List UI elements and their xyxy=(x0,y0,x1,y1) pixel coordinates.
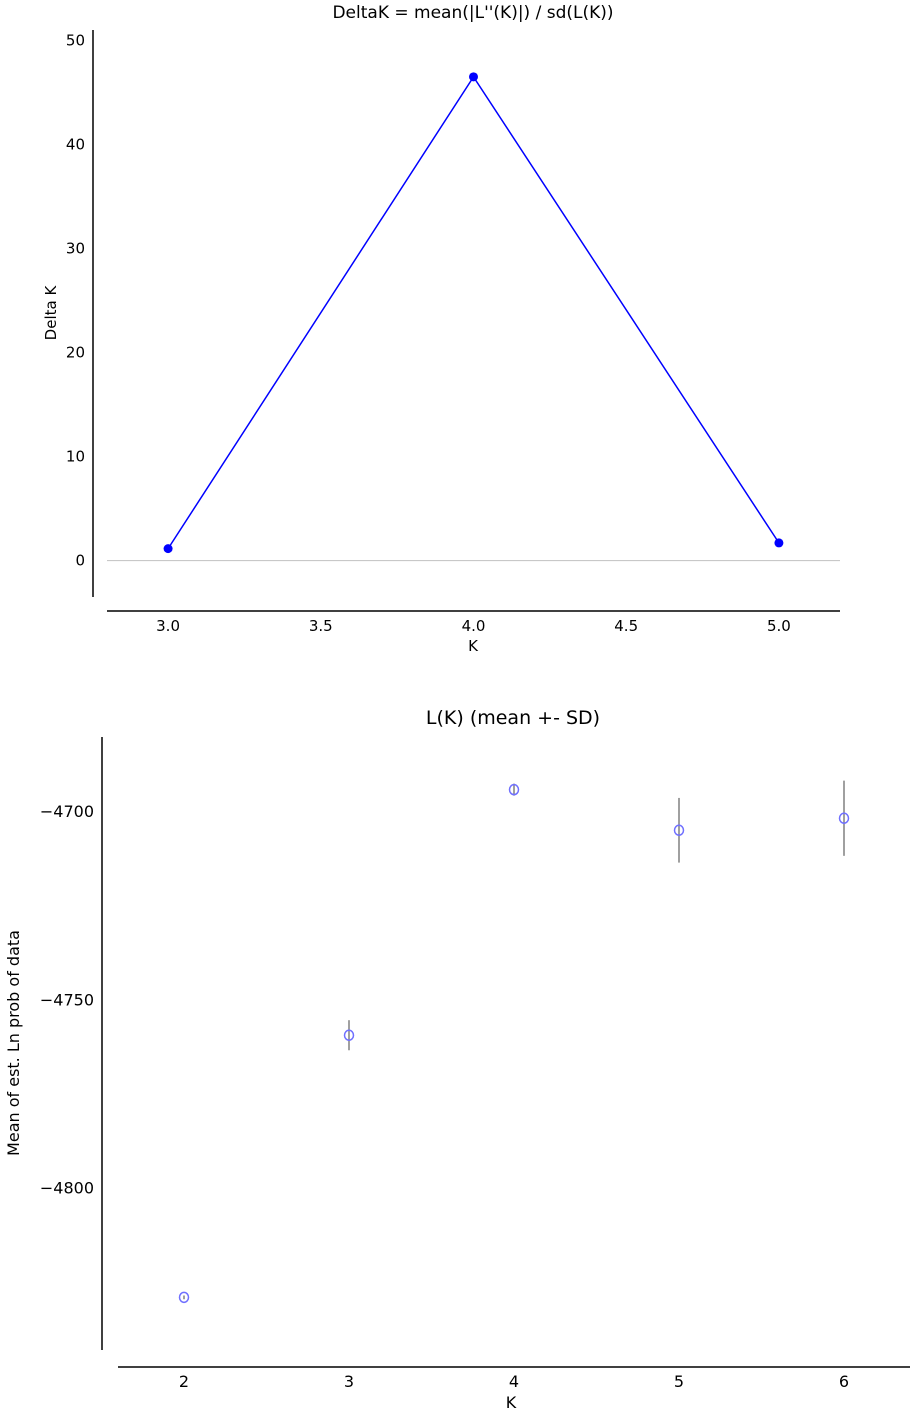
y-tick-label: 0 xyxy=(75,552,85,570)
data-point xyxy=(774,538,784,548)
x-tick-label: 3 xyxy=(344,1372,354,1391)
x-tick-label: 3.0 xyxy=(156,617,180,635)
y-axis-label: Mean of est. Ln prob of data xyxy=(4,930,23,1156)
lk-chart: L(K) (mean +- SD) K Mean of est. Ln prob… xyxy=(4,707,910,1410)
x-axis-label: K xyxy=(468,637,479,655)
data-point xyxy=(469,72,478,82)
chart-title: L(K) (mean +- SD) xyxy=(426,707,600,729)
chart-title: DeltaK = mean(|L''(K)|) / sd(L(K)) xyxy=(332,3,613,23)
y-tick-label: −4800 xyxy=(40,1178,94,1197)
data-point xyxy=(838,812,850,824)
data-point xyxy=(163,544,173,554)
x-tick-label: 3.5 xyxy=(309,617,333,635)
y-axis-label: Delta K xyxy=(42,285,60,341)
x-tick-label: 4.5 xyxy=(614,617,638,635)
x-tick-label: 6 xyxy=(839,1372,849,1391)
data-point xyxy=(508,783,520,796)
y-tick-label: 40 xyxy=(66,135,85,153)
data-point xyxy=(343,1029,355,1041)
y-tick-label: 50 xyxy=(66,31,85,49)
x-tick-label: 2 xyxy=(179,1372,189,1391)
x-tick-label: 5 xyxy=(674,1372,684,1391)
y-tick-label: 10 xyxy=(66,448,85,466)
delta-k-chart: DeltaK = mean(|L''(K)|) / sd(L(K)) K Del… xyxy=(42,3,840,655)
y-tick-label: 20 xyxy=(66,344,85,362)
x-tick-label: 4 xyxy=(509,1372,519,1391)
y-tick-label: −4700 xyxy=(40,802,94,821)
data-point xyxy=(178,1291,190,1304)
series-line xyxy=(167,75,780,550)
y-tick-label: −4750 xyxy=(40,990,94,1009)
data-point xyxy=(673,824,685,837)
y-tick-label: 30 xyxy=(66,239,85,257)
x-tick-label: 4.0 xyxy=(462,617,486,635)
x-axis-label: K xyxy=(506,1393,517,1410)
x-tick-label: 5.0 xyxy=(767,617,791,635)
